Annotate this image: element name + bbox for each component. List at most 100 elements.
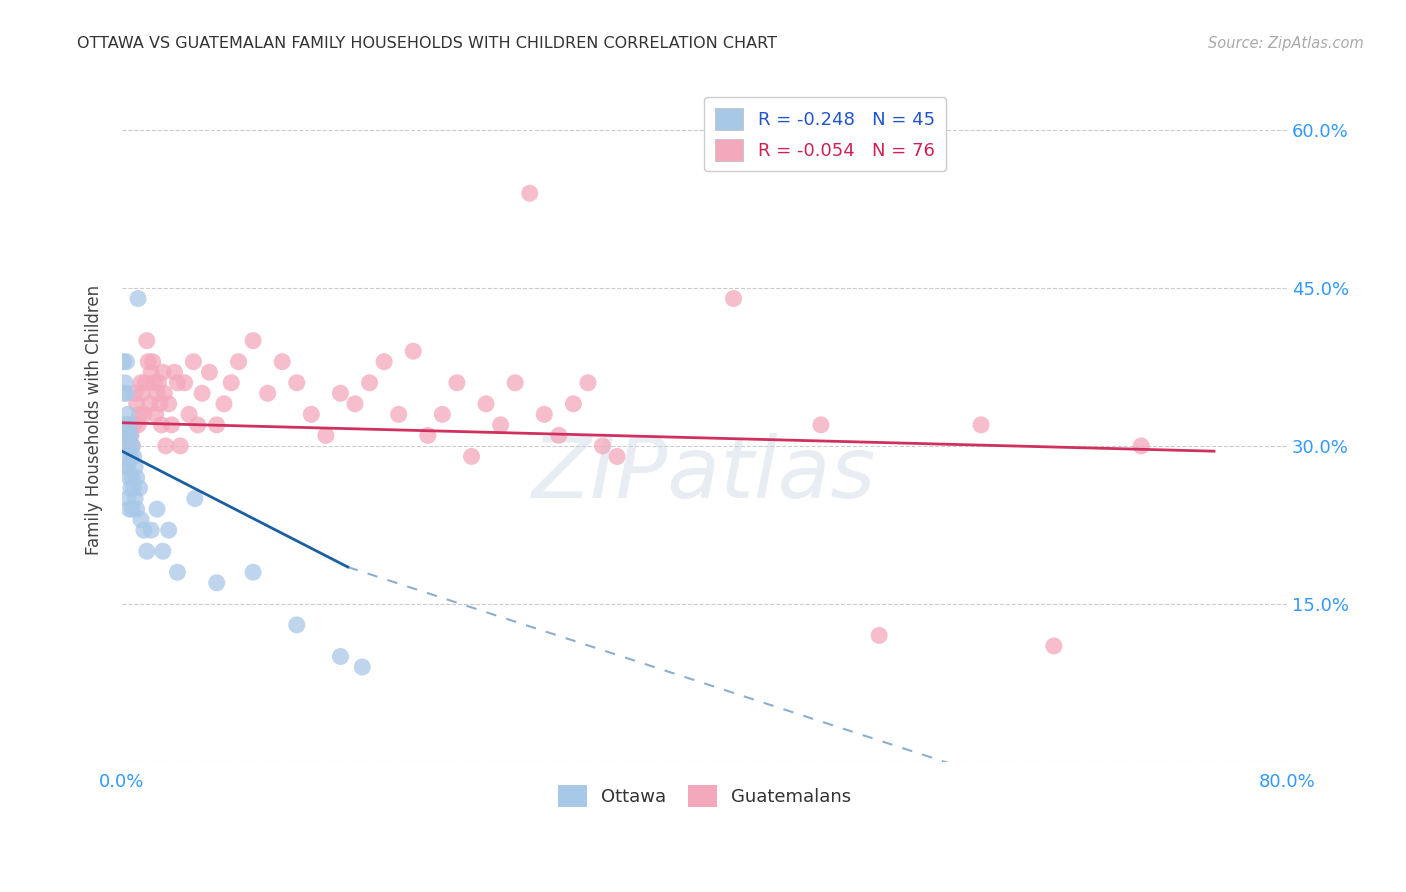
Point: [329, 649, 352, 664]
Point: [155, 439, 177, 453]
Point: [117, 439, 139, 453]
Point: [120, 428, 142, 442]
Point: [329, 386, 352, 401]
Point: [115, 428, 138, 442]
Point: [129, 376, 152, 390]
Y-axis label: Family Households with Children: Family Households with Children: [86, 285, 103, 555]
Point: [169, 439, 191, 453]
Point: [359, 376, 381, 390]
Point: [723, 292, 745, 306]
Point: [299, 408, 322, 422]
Point: [121, 470, 143, 484]
Point: [122, 481, 145, 495]
Point: [576, 376, 599, 390]
Point: [115, 354, 138, 368]
Point: [271, 354, 294, 368]
Point: [114, 450, 136, 464]
Point: [127, 292, 149, 306]
Point: [166, 566, 188, 580]
Point: [114, 417, 136, 432]
Point: [285, 376, 308, 390]
Point: [150, 417, 173, 432]
Text: OTTAWA VS GUATEMALAN FAMILY HOUSEHOLDS WITH CHILDREN CORRELATION CHART: OTTAWA VS GUATEMALAN FAMILY HOUSEHOLDS W…: [77, 36, 778, 51]
Point: [135, 334, 157, 348]
Point: [152, 544, 174, 558]
Point: [124, 491, 146, 506]
Point: [592, 439, 614, 453]
Point: [177, 408, 200, 422]
Point: [142, 354, 165, 368]
Point: [149, 397, 172, 411]
Point: [127, 417, 149, 432]
Point: [1130, 439, 1153, 453]
Point: [121, 439, 143, 453]
Point: [117, 408, 139, 422]
Point: [432, 408, 454, 422]
Point: [205, 417, 228, 432]
Point: [503, 376, 526, 390]
Point: [388, 408, 411, 422]
Point: [115, 386, 138, 401]
Text: Source: ZipAtlas.com: Source: ZipAtlas.com: [1208, 36, 1364, 51]
Point: [157, 397, 180, 411]
Point: [134, 376, 156, 390]
Point: [145, 408, 167, 422]
Point: [810, 417, 832, 432]
Point: [141, 523, 163, 537]
Point: [112, 354, 135, 368]
Point: [122, 450, 145, 464]
Point: [120, 428, 142, 442]
Point: [184, 491, 207, 506]
Point: [121, 439, 143, 453]
Point: [112, 386, 135, 401]
Point: [114, 376, 136, 390]
Point: [124, 386, 146, 401]
Point: [343, 397, 366, 411]
Point: [285, 618, 308, 632]
Point: [146, 386, 169, 401]
Point: [132, 523, 155, 537]
Point: [118, 502, 141, 516]
Point: [205, 575, 228, 590]
Point: [120, 450, 142, 464]
Point: [117, 428, 139, 442]
Point: [128, 481, 150, 495]
Point: [163, 365, 186, 379]
Point: [131, 386, 153, 401]
Point: [315, 428, 337, 442]
Point: [373, 354, 395, 368]
Point: [129, 513, 152, 527]
Point: [352, 660, 374, 674]
Point: [242, 566, 264, 580]
Point: [533, 408, 555, 422]
Point: [118, 470, 141, 484]
Point: [460, 450, 482, 464]
Point: [489, 417, 512, 432]
Point: [124, 460, 146, 475]
Point: [606, 450, 628, 464]
Point: [970, 417, 993, 432]
Point: [132, 408, 155, 422]
Point: [868, 628, 890, 642]
Point: [1043, 639, 1066, 653]
Text: ZIPatlas: ZIPatlas: [533, 433, 876, 516]
Point: [183, 354, 205, 368]
Point: [114, 417, 136, 432]
Legend: Ottawa, Guatemalans: Ottawa, Guatemalans: [550, 778, 859, 814]
Point: [146, 502, 169, 516]
Point: [519, 186, 541, 201]
Point: [121, 502, 143, 516]
Point: [198, 365, 221, 379]
Point: [125, 470, 148, 484]
Point: [547, 428, 569, 442]
Point: [122, 417, 145, 432]
Point: [118, 417, 141, 432]
Point: [136, 354, 159, 368]
Point: [141, 365, 163, 379]
Point: [416, 428, 439, 442]
Point: [446, 376, 468, 390]
Point: [228, 354, 250, 368]
Point: [128, 408, 150, 422]
Point: [125, 502, 148, 516]
Point: [187, 417, 209, 432]
